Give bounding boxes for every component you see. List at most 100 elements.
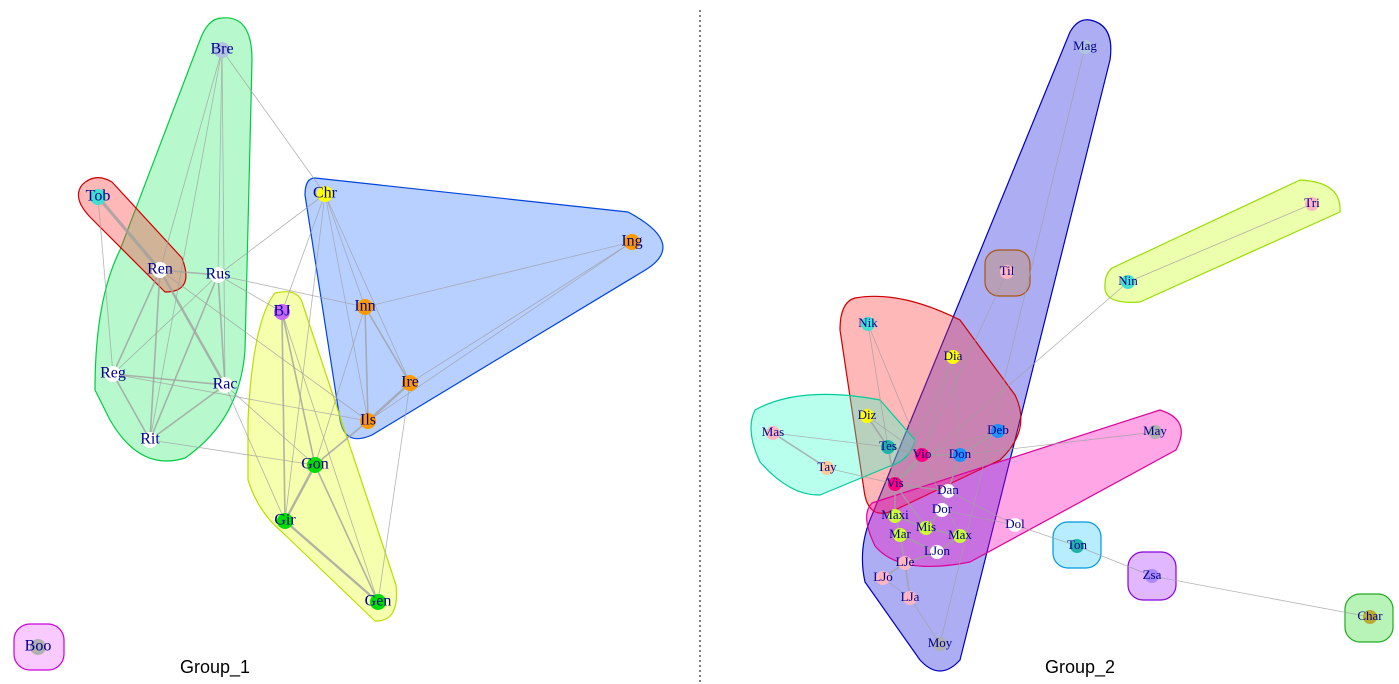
node-label: Tes [879, 438, 897, 453]
node [919, 521, 933, 535]
node-label: Tob [86, 188, 111, 205]
node-label: Char [1357, 608, 1383, 623]
node [876, 571, 890, 585]
caption: Group_2 [1045, 657, 1115, 678]
edge [112, 269, 161, 375]
edge [281, 311, 379, 603]
node [933, 637, 947, 651]
edge [314, 306, 366, 466]
edge [364, 306, 369, 422]
edge [112, 373, 226, 386]
nodes: Bre Tob Ren Rus Reg Rac Rit Chr Ing BJ Inn Ire Ils Go… [25, 38, 1383, 655]
node-label: Boo [25, 638, 52, 655]
node [370, 594, 386, 610]
node-label: Max [948, 527, 972, 542]
node-label: Vio [913, 446, 932, 461]
node-label: Ing [621, 233, 642, 250]
node-label: Ils [360, 412, 376, 429]
edge [149, 274, 219, 441]
node-label: Rit [140, 431, 160, 448]
node [930, 545, 944, 559]
edge [959, 431, 1156, 456]
node [402, 375, 418, 391]
edge [1127, 203, 1313, 283]
node [277, 513, 293, 529]
hull [94, 17, 253, 462]
node-label: Reg [100, 365, 126, 382]
node-label: Mis [916, 519, 936, 534]
node [1363, 610, 1377, 624]
node-label: Gon [301, 456, 329, 473]
edge [866, 415, 923, 456]
node [1078, 40, 1092, 54]
hull [304, 177, 664, 440]
edge [772, 432, 889, 448]
node [142, 432, 158, 448]
node [820, 461, 834, 475]
edge [1151, 575, 1371, 618]
node-label: Vis [886, 475, 903, 490]
edge [772, 432, 828, 469]
node [1145, 569, 1159, 583]
edge [941, 509, 1016, 526]
node [152, 262, 168, 278]
node [317, 186, 333, 202]
node-label: LJon [924, 543, 951, 558]
edge [367, 382, 411, 422]
edge [97, 196, 114, 375]
edge [112, 373, 151, 441]
node [360, 413, 376, 429]
edge [867, 323, 923, 456]
node [210, 267, 226, 283]
edge [159, 49, 223, 271]
node-label: Nin [1118, 273, 1138, 288]
edge [314, 420, 369, 466]
edge [217, 193, 326, 276]
node [935, 503, 949, 517]
node [214, 42, 230, 58]
node-label: Mas [762, 424, 784, 439]
node [30, 639, 46, 655]
hull [247, 291, 398, 622]
node [1148, 425, 1162, 439]
node-label: Ren [147, 261, 173, 278]
node [766, 426, 780, 440]
edge [367, 241, 633, 422]
edge [324, 193, 369, 422]
node [991, 424, 1005, 438]
node [898, 556, 912, 570]
edge [894, 483, 927, 529]
node-label: Rus [206, 266, 231, 283]
node-label: Ton [1067, 537, 1088, 552]
edge [377, 382, 411, 603]
edge [159, 269, 369, 422]
edge [224, 384, 316, 466]
node [1121, 275, 1135, 289]
node [217, 377, 233, 393]
node-label: Rac [213, 376, 238, 393]
edge [324, 193, 411, 384]
node-label: Til [1000, 263, 1015, 278]
node [860, 409, 874, 423]
node [624, 234, 640, 250]
edges [96, 46, 1371, 645]
edge [281, 193, 326, 313]
node-label: May [1143, 423, 1167, 438]
edge [284, 520, 379, 603]
node [357, 299, 373, 315]
node-label: Dol [1005, 516, 1025, 531]
edge [952, 356, 961, 456]
node-label: Tay [817, 459, 837, 474]
edge [159, 269, 219, 276]
edge [314, 464, 379, 603]
node [953, 529, 967, 543]
node-label: Dor [932, 501, 953, 516]
edge [364, 241, 633, 308]
node [946, 350, 960, 364]
edge [894, 281, 1129, 485]
node [941, 484, 955, 498]
edge [217, 274, 283, 313]
edge [826, 467, 896, 485]
node-label: Dan [937, 482, 959, 497]
